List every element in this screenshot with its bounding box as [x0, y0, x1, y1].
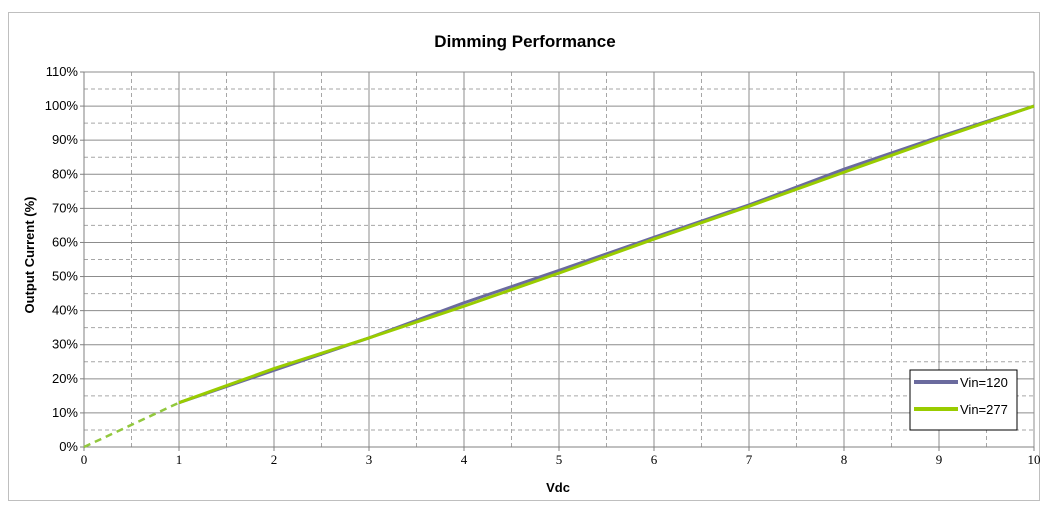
- legend-label: Vin=277: [960, 402, 1008, 417]
- y-tick-label: 20%: [52, 371, 78, 386]
- x-tick-label: 1: [176, 452, 183, 467]
- x-tick-label: 9: [936, 452, 943, 467]
- line-chart: Dimming Performance 0%10%20%30%40%50%60%…: [22, 32, 1041, 495]
- x-tick-labels: 0 1 2 3 4 5 6 7 8 9 10: [81, 447, 1041, 467]
- series-line-2: [178, 104, 1035, 405]
- y-axis-title: Output Current (%): [22, 197, 37, 314]
- legend: Vin=120 Vin=277: [909, 369, 1018, 431]
- grid: [84, 71, 1035, 447]
- extrapolation-line: [83, 401, 180, 449]
- x-tick-label: 10: [1028, 452, 1041, 467]
- x-tick-label: 3: [366, 452, 373, 467]
- y-tick-label: 40%: [52, 303, 78, 318]
- x-tick-label: 0: [81, 452, 88, 467]
- chart-container: Dimming Performance 0% 10% 20% 30% 40% 50% 60%…: [8, 12, 1041, 501]
- y-tick-label: 80%: [52, 166, 78, 181]
- x-tick-label: 2: [271, 452, 278, 467]
- x-tick-label: 8: [841, 452, 848, 467]
- x-tick-label: 4: [461, 452, 468, 467]
- x-tick-label: 5: [556, 452, 563, 467]
- y-tick-label: 100%: [45, 98, 79, 113]
- y-tick-label: 50%: [52, 269, 78, 284]
- x-axis-title: Vdc: [546, 480, 570, 495]
- legend-label: Vin=120: [960, 375, 1008, 390]
- chart-title: Dimming Performance: [434, 32, 615, 51]
- y-tick-label: 70%: [52, 200, 78, 215]
- y-tick-label: 0%: [59, 439, 78, 454]
- y-tick-label: 10%: [52, 405, 78, 420]
- y-tick-label: 110%: [46, 64, 79, 79]
- y-tick-label: 90%: [52, 132, 78, 147]
- x-tick-label: 6: [651, 452, 658, 467]
- y-tick-label: 30%: [52, 337, 78, 352]
- series-lines: [83, 104, 1035, 449]
- y-tick-labels: 0% 10% 20% 30% 40% 50% 60% 70% 80% 90% 100% 110%: [45, 64, 84, 454]
- y-tick-label: 60%: [52, 234, 78, 249]
- x-tick-label: 7: [746, 452, 753, 467]
